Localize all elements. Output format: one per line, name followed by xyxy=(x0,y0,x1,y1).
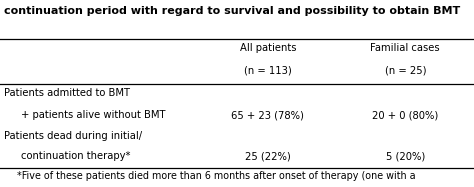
Text: + patients alive without BMT: + patients alive without BMT xyxy=(21,110,166,120)
Text: continuation period with regard to survival and possibility to obtain BMT: continuation period with regard to survi… xyxy=(4,6,460,16)
Text: *Five of these patients died more than 6 months after onset of therapy (one with: *Five of these patients died more than 6… xyxy=(17,171,415,181)
Text: 65 + 23 (78%): 65 + 23 (78%) xyxy=(231,110,304,120)
Text: Patients dead during initial/: Patients dead during initial/ xyxy=(4,131,142,141)
Text: Patients admitted to BMT: Patients admitted to BMT xyxy=(4,88,130,98)
Text: 20 + 0 (80%): 20 + 0 (80%) xyxy=(372,110,438,120)
Text: (n = 25): (n = 25) xyxy=(384,65,426,75)
Text: 5 (20%): 5 (20%) xyxy=(386,151,425,161)
Text: Familial cases: Familial cases xyxy=(371,43,440,53)
Text: (n = 113): (n = 113) xyxy=(244,65,292,75)
Text: continuation therapy*: continuation therapy* xyxy=(21,151,131,161)
Text: All patients: All patients xyxy=(239,43,296,53)
Text: 25 (22%): 25 (22%) xyxy=(245,151,291,161)
